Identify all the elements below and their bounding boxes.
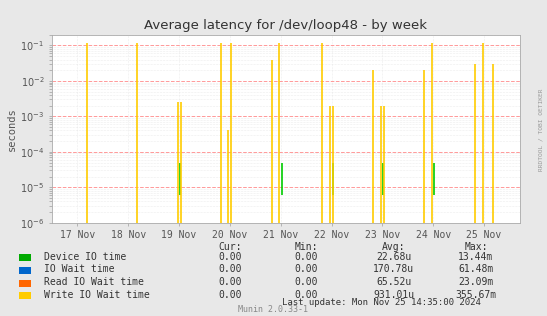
Text: 13.44m: 13.44m — [458, 252, 493, 262]
Text: 0.00: 0.00 — [295, 264, 318, 274]
Text: Device IO time: Device IO time — [44, 252, 126, 262]
Text: 0.00: 0.00 — [218, 277, 241, 287]
Text: 0.00: 0.00 — [295, 277, 318, 287]
Y-axis label: seconds: seconds — [7, 107, 18, 151]
Text: 0.00: 0.00 — [295, 252, 318, 262]
Text: Cur:: Cur: — [218, 242, 241, 252]
Text: 65.52u: 65.52u — [376, 277, 411, 287]
Text: Max:: Max: — [464, 242, 487, 252]
Text: Munin 2.0.33-1: Munin 2.0.33-1 — [238, 306, 309, 314]
Text: Avg:: Avg: — [382, 242, 405, 252]
Text: 931.01u: 931.01u — [373, 289, 415, 300]
Text: Last update: Mon Nov 25 14:35:00 2024: Last update: Mon Nov 25 14:35:00 2024 — [282, 298, 481, 307]
Text: 22.68u: 22.68u — [376, 252, 411, 262]
Text: Read IO Wait time: Read IO Wait time — [44, 277, 144, 287]
Text: IO Wait time: IO Wait time — [44, 264, 114, 274]
Text: 0.00: 0.00 — [218, 289, 241, 300]
Text: 0.00: 0.00 — [295, 289, 318, 300]
Text: 23.09m: 23.09m — [458, 277, 493, 287]
Text: Min:: Min: — [295, 242, 318, 252]
Text: 170.78u: 170.78u — [373, 264, 415, 274]
Text: 0.00: 0.00 — [218, 264, 241, 274]
Text: RRDTOOL / TOBI OETIKER: RRDTOOL / TOBI OETIKER — [538, 88, 543, 171]
Text: 0.00: 0.00 — [218, 252, 241, 262]
Text: 61.48m: 61.48m — [458, 264, 493, 274]
Title: Average latency for /dev/loop48 - by week: Average latency for /dev/loop48 - by wee… — [144, 19, 427, 32]
Text: 355.67m: 355.67m — [455, 289, 497, 300]
Text: Write IO Wait time: Write IO Wait time — [44, 289, 149, 300]
